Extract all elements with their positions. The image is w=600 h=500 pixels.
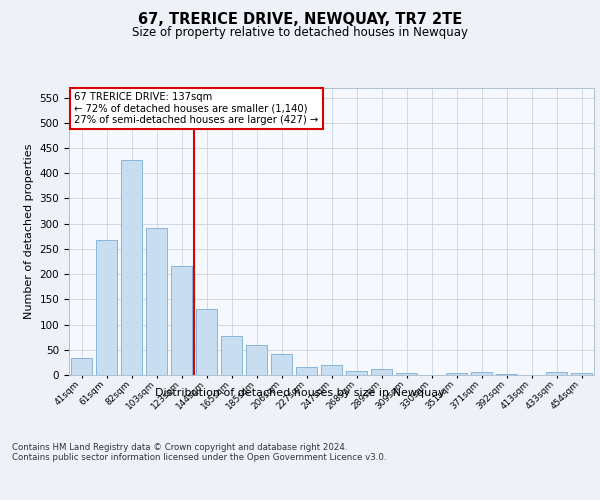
- Bar: [371, 370, 392, 375]
- Bar: [546, 372, 567, 375]
- Bar: [396, 373, 417, 375]
- Text: Distribution of detached houses by size in Newquay: Distribution of detached houses by size …: [155, 388, 445, 398]
- Bar: [96, 240, 117, 375]
- Y-axis label: Number of detached properties: Number of detached properties: [24, 144, 34, 319]
- Bar: [121, 160, 142, 375]
- Bar: [171, 266, 192, 375]
- Text: Size of property relative to detached houses in Newquay: Size of property relative to detached ho…: [132, 26, 468, 39]
- Bar: [446, 373, 467, 375]
- Bar: [296, 368, 317, 375]
- Bar: [496, 374, 517, 375]
- Bar: [196, 310, 217, 375]
- Text: 67 TRERICE DRIVE: 137sqm
← 72% of detached houses are smaller (1,140)
27% of sem: 67 TRERICE DRIVE: 137sqm ← 72% of detach…: [74, 92, 319, 125]
- Text: 67, TRERICE DRIVE, NEWQUAY, TR7 2TE: 67, TRERICE DRIVE, NEWQUAY, TR7 2TE: [138, 12, 462, 28]
- Bar: [221, 336, 242, 375]
- Bar: [246, 344, 267, 375]
- Bar: [571, 373, 592, 375]
- Bar: [471, 372, 492, 375]
- Bar: [346, 372, 367, 375]
- Text: Contains HM Land Registry data © Crown copyright and database right 2024.
Contai: Contains HM Land Registry data © Crown c…: [12, 442, 386, 462]
- Bar: [271, 354, 292, 375]
- Bar: [146, 228, 167, 375]
- Bar: [321, 365, 342, 375]
- Bar: [71, 358, 92, 375]
